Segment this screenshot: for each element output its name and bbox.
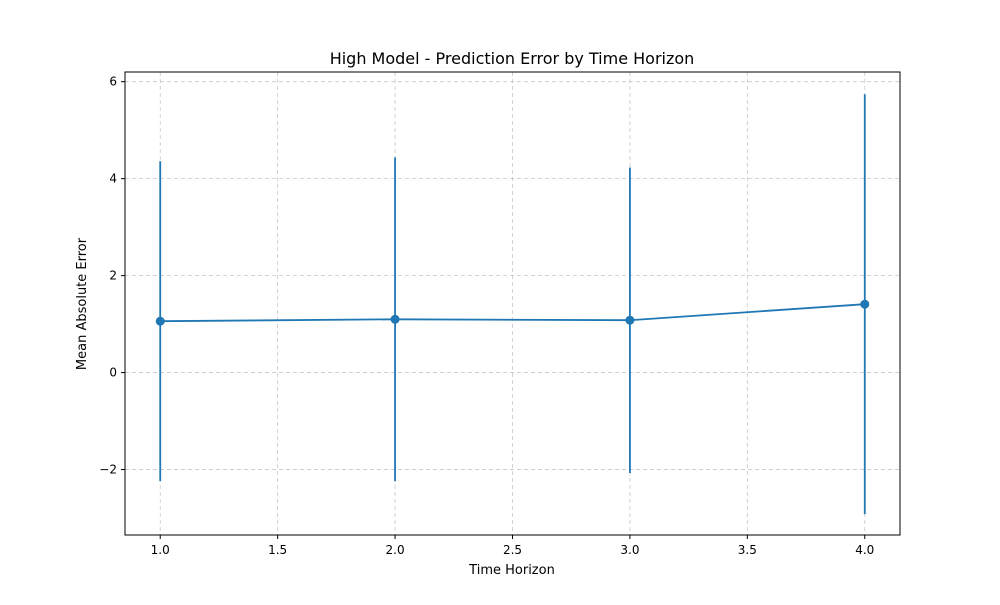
- x-tick-label: 4.0: [855, 543, 874, 557]
- x-tick-label: 1.5: [268, 543, 287, 557]
- y-axis-label: Mean Absolute Error: [75, 237, 90, 370]
- data-point: [625, 315, 635, 325]
- series-lines: [160, 303, 865, 323]
- y-axis-ticks: −2 0 2 4 6: [99, 75, 125, 477]
- x-axis-ticks: 1.0 1.5 2.0 2.5 3.0 3.5 4.0: [151, 535, 874, 557]
- data-point: [155, 316, 165, 326]
- x-axis-label: Time Horizon: [468, 563, 555, 578]
- data-point: [390, 314, 400, 324]
- y-tick-label: −2: [99, 463, 117, 477]
- y-tick-label: 6: [109, 75, 117, 89]
- y-tick-label: 2: [109, 269, 117, 283]
- series-line: [160, 303, 865, 323]
- data-point: [860, 299, 870, 309]
- x-tick-label: 3.5: [738, 543, 757, 557]
- data-points: [155, 299, 870, 326]
- y-tick-label: 4: [109, 172, 117, 186]
- x-tick-label: 2.0: [386, 543, 405, 557]
- x-tick-label: 1.0: [151, 543, 170, 557]
- x-tick-label: 3.0: [620, 543, 639, 557]
- x-tick-label: 2.5: [503, 543, 522, 557]
- chart-title: High Model - Prediction Error by Time Ho…: [330, 49, 695, 68]
- y-tick-label: 0: [109, 366, 117, 380]
